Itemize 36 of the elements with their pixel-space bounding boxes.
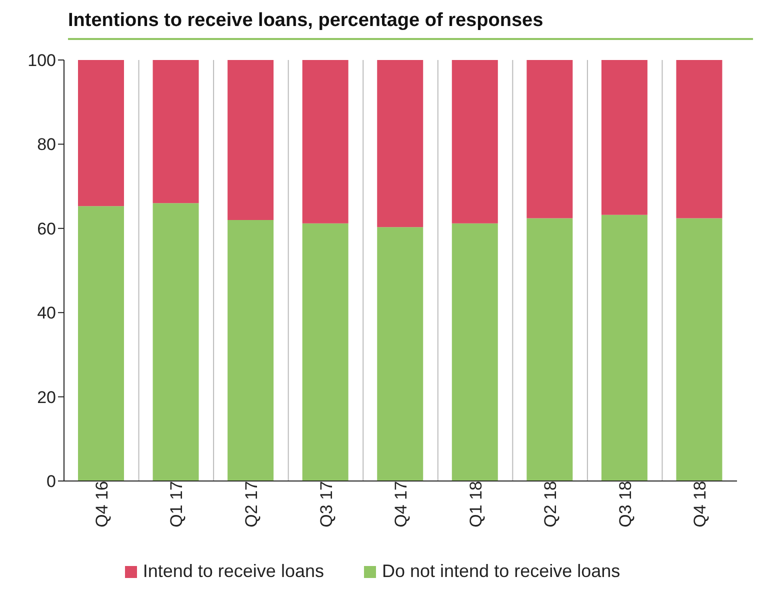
x-tick-label: Q3 17 <box>316 481 336 528</box>
bar <box>228 220 274 481</box>
chart-title: Intentions to receive loans, percentage of responses <box>67 9 544 32</box>
bar <box>676 60 722 218</box>
bar <box>526 218 573 481</box>
legend-label: Intend to receive loans <box>142 561 324 582</box>
x-tick-label: Q1 17 <box>167 481 186 528</box>
bar <box>601 60 648 215</box>
bar <box>526 60 573 218</box>
bar <box>377 227 424 481</box>
y-tick-label: 20 <box>37 388 56 407</box>
bar <box>152 203 199 481</box>
bar <box>377 60 424 228</box>
bar <box>228 60 274 220</box>
x-tick-label: Q1 18 <box>466 481 486 528</box>
x-tick-label: Q3 18 <box>616 481 635 528</box>
bar <box>152 60 199 204</box>
bar <box>78 206 124 481</box>
bar <box>302 60 348 224</box>
x-tick-label: Q2 18 <box>541 481 560 528</box>
bar <box>601 214 648 481</box>
bar <box>676 218 722 481</box>
bar <box>452 60 498 224</box>
y-tick-label: 60 <box>37 219 56 238</box>
x-tick-label: Q4 18 <box>690 481 710 528</box>
bar <box>302 223 348 481</box>
x-tick-label: Q4 17 <box>392 481 411 528</box>
y-tick-label: 100 <box>28 51 56 70</box>
x-tick-label: Q2 17 <box>242 481 262 528</box>
y-tick-label: 40 <box>37 304 56 323</box>
bar <box>452 223 498 481</box>
x-tick-label: Q4 16 <box>92 481 112 528</box>
y-tick-label: 80 <box>37 135 56 154</box>
y-tick-label: 0 <box>46 472 56 492</box>
bar <box>78 60 124 206</box>
legend-label: Do not intend to receive loans <box>380 561 620 582</box>
